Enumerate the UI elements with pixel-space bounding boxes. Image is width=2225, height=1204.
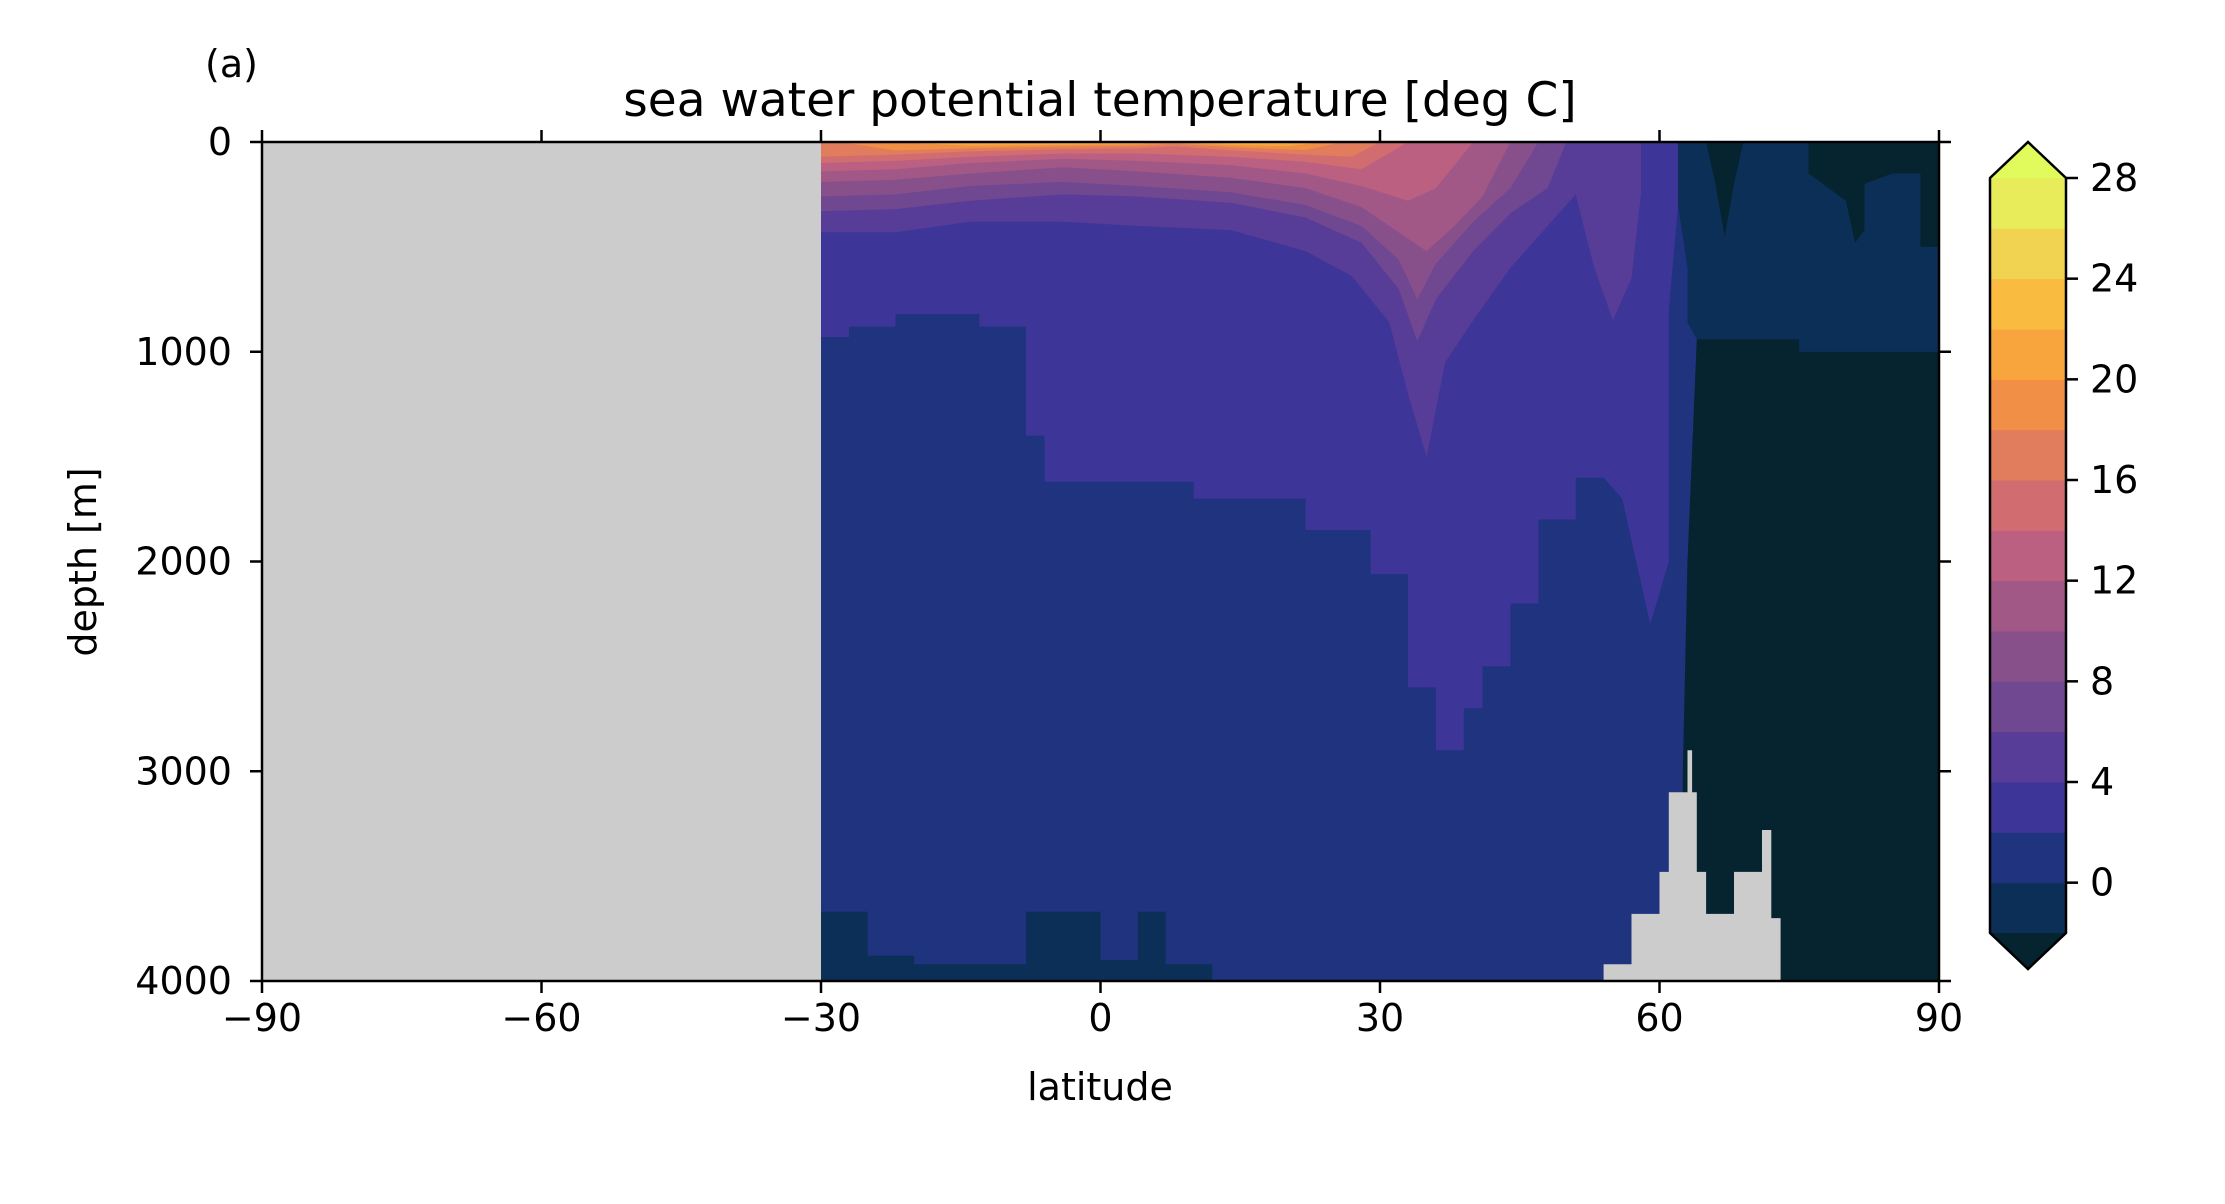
x-tick-label: −30 xyxy=(781,996,861,1040)
y-tick-label: 2000 xyxy=(135,540,232,584)
y-tick-label: 1000 xyxy=(135,330,232,374)
colorbar-segment xyxy=(1990,480,2066,531)
colorbar-segment xyxy=(1990,530,2066,582)
colorbar-segment xyxy=(1990,278,2066,330)
colorbar-outline xyxy=(1988,140,2068,971)
colorbar-tick-label: 20 xyxy=(2090,357,2138,401)
x-tick-label: 60 xyxy=(1635,996,1683,1040)
colorbar-tick-label: 0 xyxy=(2090,861,2114,905)
band-minus2-0-bottom xyxy=(821,911,1213,981)
band-below-minus2-north-streak xyxy=(1706,142,1744,237)
colorbar-segment xyxy=(1990,178,2066,229)
chart-title: sea water potential temperature [deg C] xyxy=(623,73,1576,128)
colorbar-extend-max xyxy=(1990,142,2066,178)
colorbar: 0 4 8 12 16 20 24 28 xyxy=(1988,140,2138,971)
x-tick-label: 0 xyxy=(1088,996,1112,1040)
colorbar-segment xyxy=(1990,580,2066,632)
x-tick-label: 90 xyxy=(1915,996,1963,1040)
colorbar-tick-label: 28 xyxy=(2090,156,2138,200)
colorbar-tick-label: 16 xyxy=(2090,458,2138,502)
colorbar-tick-label: 12 xyxy=(2090,559,2138,603)
colorbar-segment xyxy=(1990,429,2066,481)
x-axis-label: latitude xyxy=(1027,1065,1173,1109)
colorbar-tick-label: 8 xyxy=(2090,659,2114,703)
land-mask-west xyxy=(262,142,821,981)
y-axis: 0 1000 2000 3000 4000 xyxy=(135,120,1951,1003)
colorbar-segment xyxy=(1990,379,2066,431)
colorbar-segment xyxy=(1990,832,2066,884)
colorbar-extend-min xyxy=(1990,933,2066,969)
seamount-mask xyxy=(1603,750,1781,981)
plot-area xyxy=(262,142,1939,981)
x-tick-label: −90 xyxy=(222,996,302,1040)
x-axis: −90 −60 −30 0 30 60 90 xyxy=(222,130,1963,1040)
band-below-minus2-north-surface xyxy=(1808,142,1939,247)
y-tick-label: 0 xyxy=(208,120,232,164)
colorbar-tick-label: 4 xyxy=(2090,760,2114,804)
y-tick-label: 4000 xyxy=(135,959,232,1003)
colorbar-segment xyxy=(1990,782,2066,833)
colorbar-segment xyxy=(1990,731,2066,783)
colorbar-segment xyxy=(1990,228,2066,280)
y-axis-label: depth [m] xyxy=(61,467,105,656)
colorbar-segment xyxy=(1990,329,2066,380)
x-tick-label: −60 xyxy=(501,996,581,1040)
x-tick-label: 30 xyxy=(1356,996,1404,1040)
colorbar-segment xyxy=(1990,882,2066,934)
y-tick-label: 3000 xyxy=(135,749,232,793)
panel-label: (a) xyxy=(205,42,258,86)
colorbar-tick-label: 24 xyxy=(2090,257,2138,301)
band-minus2-0-north-upper xyxy=(1678,142,1939,352)
band-below-minus2-north xyxy=(1682,339,1939,981)
colorbar-segment xyxy=(1990,631,2066,682)
colorbar-segment xyxy=(1990,681,2066,733)
